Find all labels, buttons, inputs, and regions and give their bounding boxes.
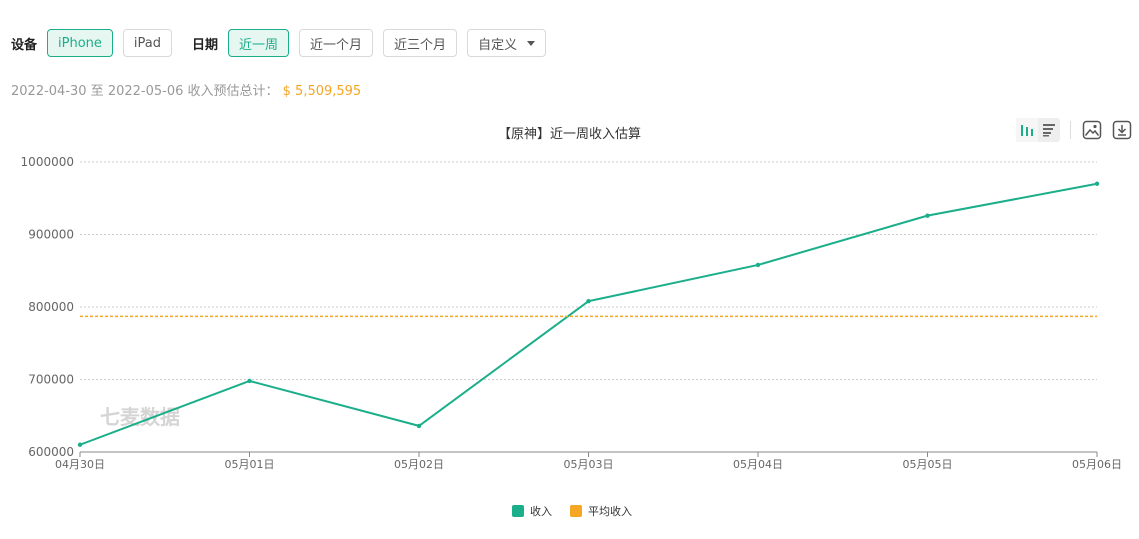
y-tick-label: 700000 xyxy=(28,373,74,387)
legend-label: 收入 xyxy=(530,504,552,518)
x-tick-label: 05月05日 xyxy=(903,458,953,471)
x-tick-label: 05月04日 xyxy=(733,458,783,471)
x-tick-label: 04月30日 xyxy=(55,458,105,471)
chart-toolbox xyxy=(1016,118,1139,142)
y-tick-label: 900000 xyxy=(28,228,74,242)
y-tick-label: 600000 xyxy=(28,445,74,459)
data-point xyxy=(247,378,252,384)
data-point xyxy=(755,262,761,268)
date-week-button[interactable]: 近一周 xyxy=(228,29,290,57)
x-tick-label: 05月06日 xyxy=(1072,458,1122,471)
revenue-summary: 2022-04-30 至 2022-05-06 收入预估总计： $ 5,509,… xyxy=(11,80,361,99)
filter-bar: 设备 iPhone iPad 日期 近一周 近一个月 近三个月 自定义 xyxy=(11,28,556,58)
data-point xyxy=(925,213,930,218)
chart-title: 【原神】近一周收入估算 xyxy=(497,127,641,142)
caret-down-icon xyxy=(527,40,536,46)
y-tick-label: 1000000 xyxy=(21,155,74,169)
device-label: 设备 xyxy=(11,37,38,53)
toolbox-divider xyxy=(1070,121,1071,139)
device-iphone-button[interactable]: iPhone xyxy=(47,29,113,57)
data-point xyxy=(416,423,422,429)
date-three-months-button[interactable]: 近三个月 xyxy=(383,29,458,57)
y-tick-label: 800000 xyxy=(28,300,74,314)
data-point xyxy=(586,299,591,304)
x-tick-label: 05月02日 xyxy=(394,458,444,471)
download-icon[interactable] xyxy=(1111,119,1133,141)
line-chart-icon[interactable] xyxy=(1016,118,1038,142)
date-month-button[interactable]: 近一个月 xyxy=(299,29,374,57)
legend-label: 平均收入 xyxy=(588,504,632,518)
x-tick-label: 05月01日 xyxy=(225,458,275,471)
data-point xyxy=(1094,181,1100,186)
summary-total: $ 5,509,595 xyxy=(282,84,362,99)
image-icon[interactable] xyxy=(1081,119,1103,141)
date-label: 日期 xyxy=(192,37,219,53)
device-ipad-button[interactable]: iPad xyxy=(122,29,172,57)
x-tick-label: 05月03日 xyxy=(564,458,614,471)
legend-swatch xyxy=(512,505,524,517)
date-custom-label: 自定义 xyxy=(478,37,518,53)
legend-swatch xyxy=(570,505,582,517)
date-custom-dropdown[interactable]: 自定义 xyxy=(467,29,547,57)
data-point xyxy=(77,442,83,447)
chart-type-toggle xyxy=(1016,118,1060,142)
revenue-line xyxy=(79,182,1098,446)
watermark: 七麦数据 xyxy=(100,405,180,429)
summary-range-text: 2022-04-30 至 2022-05-06 收入预估总计： xyxy=(11,84,279,99)
bar-list-icon[interactable] xyxy=(1038,118,1060,142)
